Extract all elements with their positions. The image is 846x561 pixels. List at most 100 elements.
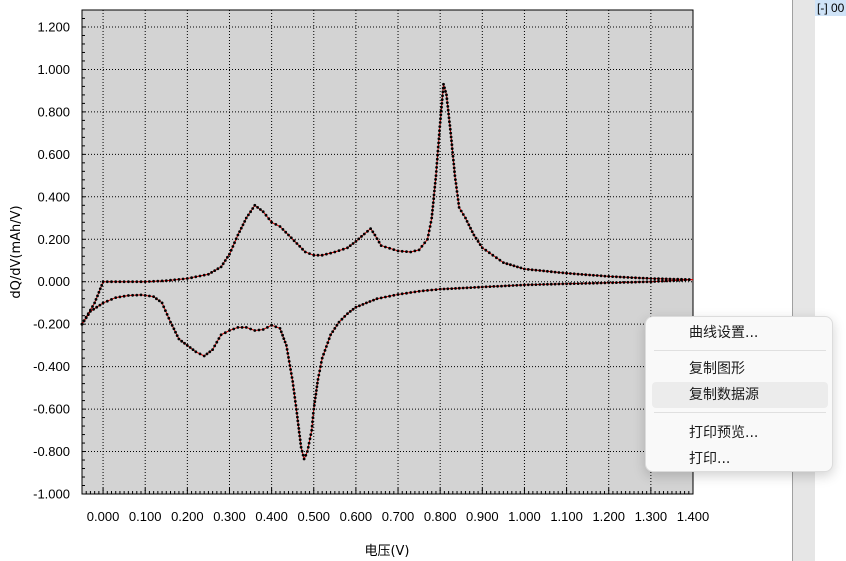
series-point-0: [126, 280, 130, 284]
series-point-1: [157, 299, 161, 303]
series-point-1: [676, 279, 680, 282]
tree-node-tag[interactable]: [-] 00: [815, 0, 846, 16]
series-point-0: [278, 225, 282, 228]
series-point-1: [588, 281, 591, 285]
x-tick-label: 0.000: [87, 509, 120, 524]
series-point-0: [373, 233, 377, 237]
series-point-0: [440, 102, 444, 105]
series-point-1: [446, 287, 450, 291]
series-point-0: [449, 135, 453, 139]
series-point-1: [89, 310, 92, 313]
series-point-1: [311, 416, 315, 419]
series-point-0: [91, 305, 94, 308]
menu-item-print[interactable]: 打印...: [689, 451, 731, 467]
series-point-0: [476, 240, 480, 243]
series-point-1: [139, 293, 143, 297]
series-point-1: [484, 285, 488, 289]
series-point-0: [93, 301, 96, 305]
menu-item-curve-settings[interactable]: 曲线设置...: [689, 325, 759, 341]
series-point-1: [417, 289, 421, 293]
series-point-1: [519, 283, 522, 287]
series-point-0: [445, 93, 448, 97]
series-point-0: [441, 90, 445, 94]
series-point-1: [311, 411, 315, 415]
series-point-0: [592, 273, 595, 277]
series-point-0: [243, 220, 247, 223]
series-point-1: [630, 280, 634, 284]
series-point-1: [293, 396, 297, 399]
series-point-1: [400, 292, 404, 296]
series-point-0: [649, 277, 653, 280]
series-point-1: [354, 305, 358, 309]
series-point-0: [454, 178, 457, 182]
series-point-0: [400, 249, 404, 253]
series-point-0: [467, 223, 471, 227]
series-point-0: [118, 280, 122, 284]
series-point-1: [603, 281, 607, 285]
series-point-1: [300, 449, 304, 453]
menu-separator: [654, 350, 826, 351]
series-point-1: [98, 303, 102, 307]
series-point-0: [634, 276, 637, 280]
series-point-1: [295, 411, 299, 415]
series-point-1: [292, 388, 296, 391]
series-point-0: [445, 101, 449, 104]
series-point-0: [181, 277, 185, 281]
series-point-0: [438, 125, 442, 128]
series-point-1: [507, 284, 511, 288]
series-point-0: [354, 240, 358, 243]
series-point-0: [456, 198, 460, 201]
menu-separator: [654, 412, 826, 413]
series-point-1: [641, 280, 645, 284]
y-tick-label: 0.200: [37, 232, 70, 247]
series-point-0: [451, 151, 454, 154]
series-point-0: [351, 242, 355, 245]
series-point-0: [546, 269, 549, 273]
series-point-0: [557, 271, 561, 274]
series-point-0: [234, 237, 238, 241]
x-tick-label: 0.600: [340, 509, 373, 524]
series-point-1: [680, 278, 683, 282]
series-point-1: [426, 289, 429, 292]
series-point-0: [101, 280, 105, 284]
menu-item-print-preview[interactable]: 打印预览...: [689, 425, 759, 441]
series-point-1: [281, 333, 284, 337]
series-point-1: [318, 369, 322, 373]
splitter-bar[interactable]: [792, 0, 816, 561]
series-point-0: [337, 249, 341, 253]
series-point-0: [357, 237, 361, 241]
series-point-0: [569, 272, 572, 275]
series-point-0: [549, 270, 553, 274]
series-point-1: [312, 407, 316, 411]
series-point-0: [256, 206, 259, 209]
series-point-0: [216, 267, 220, 271]
series-point-1: [384, 295, 387, 299]
menu-item-copy-data-source[interactable]: 复制数据源: [652, 382, 828, 408]
series-point-0: [470, 230, 474, 234]
series-point-1: [450, 287, 454, 290]
series-point-0: [452, 166, 456, 170]
series-point-1: [266, 326, 269, 329]
series-point-0: [452, 162, 456, 166]
context-menu: 曲线设置... 复制图形 复制数据源 打印预览... 打印...: [645, 316, 833, 472]
series-point-1: [296, 423, 300, 427]
series-point-1: [188, 346, 192, 349]
series-point-1: [584, 282, 588, 285]
series-point-0: [100, 283, 104, 287]
series-point-0: [448, 127, 452, 131]
series-point-0: [449, 131, 453, 135]
series-point-1: [279, 330, 283, 334]
series-point-1: [310, 424, 314, 428]
menu-item-copy-figure[interactable]: 复制图形: [689, 361, 745, 377]
series-point-1: [372, 298, 375, 302]
series-point-0: [194, 275, 198, 279]
series-point-1: [274, 325, 278, 329]
series-point-1: [306, 445, 310, 449]
series-point-1: [114, 296, 118, 299]
series-point-1: [317, 373, 321, 377]
series-point-0: [461, 213, 465, 216]
series-point-1: [285, 344, 288, 347]
series-point-1: [310, 428, 314, 432]
series-point-0: [430, 212, 434, 216]
series-point-1: [434, 288, 438, 291]
